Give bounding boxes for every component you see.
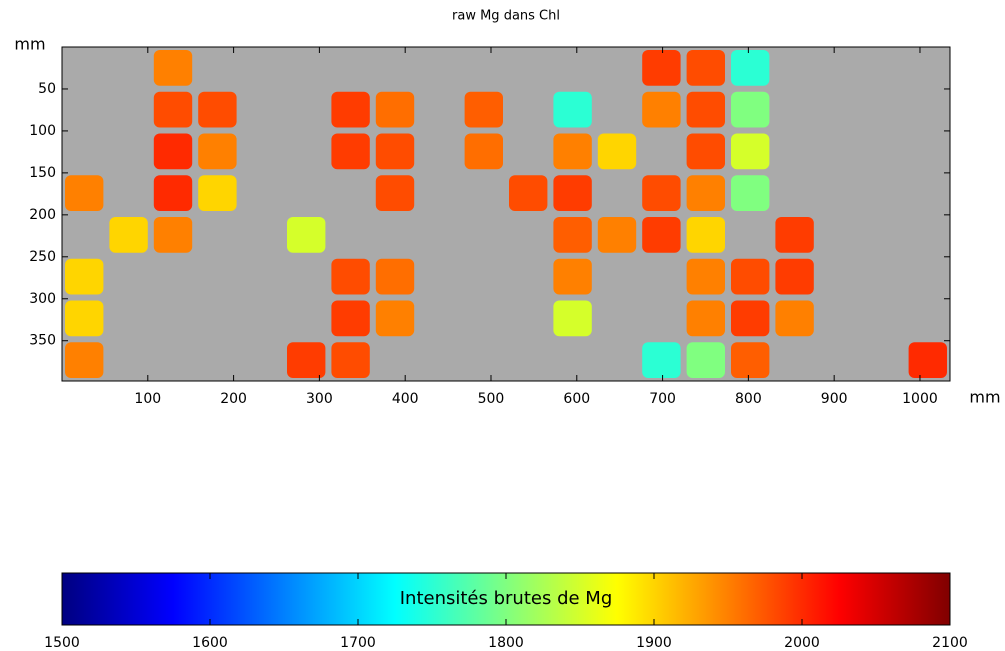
heatmap-cell xyxy=(597,133,637,170)
heatmap-cell xyxy=(686,175,725,211)
heatmap-cell xyxy=(375,91,415,128)
heatmap-cell xyxy=(553,258,592,295)
y-tick-label: 350 xyxy=(29,333,56,349)
heatmap-cell xyxy=(198,133,237,170)
heatmap-cell xyxy=(553,300,592,337)
chart-title: raw Mg dans Chl xyxy=(452,9,560,24)
colorbar-tick-label: 1800 xyxy=(488,635,524,651)
heatmap-cell xyxy=(375,300,415,337)
heatmap-cell xyxy=(375,258,415,295)
heatmap-cell xyxy=(686,217,725,253)
heatmap-cell xyxy=(65,342,104,378)
plot-background xyxy=(62,47,950,381)
heatmap-cell xyxy=(686,50,725,86)
heatmap-cell xyxy=(375,133,415,170)
y-unit: mm xyxy=(14,35,45,54)
heatmap-cell xyxy=(908,342,947,378)
heatmap-cell xyxy=(153,175,193,211)
heatmap-cell xyxy=(731,300,770,337)
heatmap-cell xyxy=(642,91,681,128)
heatmap-cell xyxy=(775,258,814,295)
heatmap-cell xyxy=(65,300,104,337)
heatmap-cell xyxy=(464,133,503,170)
colorbar-tick-label: 1500 xyxy=(44,635,80,651)
heatmap-cell xyxy=(731,50,770,86)
heatmap-cell xyxy=(686,342,725,378)
heatmap-cell xyxy=(686,91,725,128)
heatmap-cell xyxy=(553,217,592,253)
heatmap-cell xyxy=(509,175,548,211)
colorbar-tick-label: 1900 xyxy=(636,635,672,651)
heatmap-cell xyxy=(65,258,104,295)
heatmap-cell xyxy=(331,91,370,128)
heatmap-cell xyxy=(775,217,814,253)
x-tick-label: 700 xyxy=(649,391,676,407)
heatmap-cell xyxy=(153,50,193,86)
heatmap-cell xyxy=(731,342,770,378)
heatmap-cell xyxy=(153,217,193,253)
heatmap-cell xyxy=(731,91,770,128)
x-tick-label: 500 xyxy=(478,391,505,407)
heatmap-cell xyxy=(553,91,592,128)
heatmap-cell xyxy=(731,258,770,295)
heatmap-cell xyxy=(464,91,503,128)
y-tick-label: 250 xyxy=(29,249,56,265)
heatmap-cell xyxy=(731,133,770,170)
x-tick-label: 100 xyxy=(134,391,161,407)
colorbar-tick-label: 1700 xyxy=(340,635,376,651)
heatmap-cell xyxy=(198,91,237,128)
heatmap-cell xyxy=(642,50,681,86)
heatmap-cell xyxy=(331,258,370,295)
heatmap-cell xyxy=(731,175,770,211)
x-tick-label: 900 xyxy=(821,391,848,407)
heatmap-cell xyxy=(597,217,637,253)
heatmap-cell xyxy=(331,300,370,337)
heatmap-cell xyxy=(198,175,237,211)
y-tick-label: 300 xyxy=(29,291,56,307)
heatmap-cell xyxy=(153,133,193,170)
y-tick-label: 150 xyxy=(29,165,56,181)
x-tick-label: 300 xyxy=(306,391,333,407)
x-tick-label: 400 xyxy=(392,391,419,407)
heatmap-cell xyxy=(287,217,326,253)
heatmap-cell xyxy=(686,258,725,295)
heatmap-cell xyxy=(331,133,370,170)
heatmap-cell xyxy=(686,133,725,170)
heatmap-cell xyxy=(553,133,592,170)
heatmap-cell xyxy=(642,217,681,253)
plot-frame xyxy=(61,46,951,382)
x-tick-label: 1000 xyxy=(902,391,938,407)
y-tick-label: 200 xyxy=(29,207,56,223)
colorbar-tick-label: 1600 xyxy=(192,635,228,651)
heatmap-cell xyxy=(287,342,326,378)
y-tick-label: 50 xyxy=(38,81,56,97)
heatmap-cell xyxy=(553,175,592,211)
heatmap-cell xyxy=(331,342,370,378)
x-tick-label: 800 xyxy=(735,391,762,407)
x-tick-label: 600 xyxy=(563,391,590,407)
x-tick-label: 200 xyxy=(220,391,247,407)
colorbar-label: Intensités brutes de Mg xyxy=(400,588,613,609)
heatmap-cell xyxy=(109,217,148,253)
heatmap-cell xyxy=(775,300,814,337)
colorbar-tick-label: 2100 xyxy=(932,635,968,651)
heatmap-cell xyxy=(642,342,681,378)
heatmap-cell xyxy=(686,300,725,337)
colorbar-tick-label: 2000 xyxy=(784,635,820,651)
colorbar xyxy=(61,572,951,626)
heatmap-cell xyxy=(375,175,415,211)
heatmap-cell xyxy=(153,91,193,128)
y-tick-label: 100 xyxy=(29,123,56,139)
heatmap-cell xyxy=(65,175,104,211)
x-unit: mm xyxy=(969,388,1000,407)
heatmap-cell xyxy=(642,175,681,211)
